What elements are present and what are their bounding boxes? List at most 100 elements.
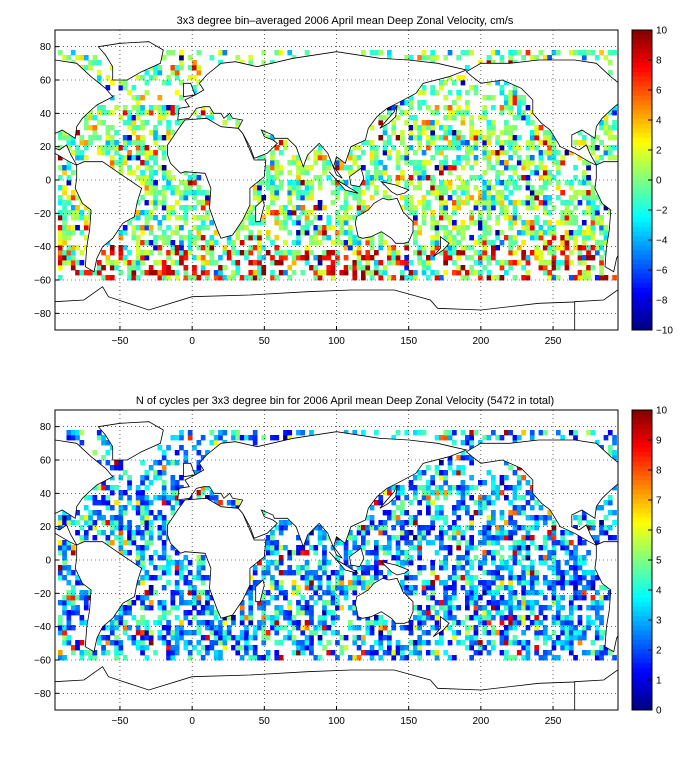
data-bin xyxy=(491,630,496,636)
data-bin xyxy=(174,490,180,496)
data-bin xyxy=(101,145,106,151)
data-bin xyxy=(261,215,267,221)
data-bin xyxy=(140,210,145,216)
data-bin xyxy=(387,490,392,496)
data-bin xyxy=(456,540,461,546)
data-bin xyxy=(586,430,591,436)
data-bin xyxy=(343,210,349,216)
data-bin xyxy=(127,495,132,501)
data-bin xyxy=(486,495,492,501)
data-bin xyxy=(512,140,518,146)
data-bin xyxy=(326,215,332,221)
data-bin xyxy=(335,235,340,241)
data-bin xyxy=(443,530,448,536)
data-bin xyxy=(339,575,345,581)
data-bin xyxy=(205,605,210,611)
data-bin xyxy=(586,265,591,271)
data-bin xyxy=(538,235,544,241)
data-bin xyxy=(508,600,513,606)
data-bin xyxy=(144,110,150,116)
data-bin xyxy=(313,230,319,236)
data-bin xyxy=(309,210,314,216)
data-bin xyxy=(434,655,440,661)
data-bin xyxy=(413,520,418,526)
data-bin xyxy=(278,570,284,576)
colorbar-segment xyxy=(632,236,652,242)
data-bin xyxy=(443,185,448,191)
data-bin xyxy=(270,160,275,166)
data-bin xyxy=(179,190,184,196)
data-bin xyxy=(504,160,509,166)
data-bin xyxy=(603,275,609,281)
data-bin xyxy=(166,125,171,131)
data-bin xyxy=(504,485,509,491)
data-bin xyxy=(174,625,180,631)
data-bin xyxy=(529,140,535,146)
data-bin xyxy=(581,175,587,181)
data-bin xyxy=(491,120,496,126)
data-bin xyxy=(322,235,327,241)
data-bin xyxy=(70,600,76,606)
data-bin xyxy=(491,555,496,561)
data-bin xyxy=(499,240,505,246)
data-bin xyxy=(335,185,340,191)
data-bin xyxy=(413,235,418,241)
data-bin xyxy=(365,625,371,631)
data-bin xyxy=(413,165,418,171)
data-bin xyxy=(369,625,375,631)
data-bin xyxy=(447,215,453,221)
data-bin xyxy=(560,215,565,221)
data-bin xyxy=(421,200,427,206)
data-bin xyxy=(287,600,293,606)
data-bin xyxy=(196,115,202,121)
data-bin xyxy=(252,580,258,586)
data-bin xyxy=(161,500,167,506)
data-bin xyxy=(235,640,241,646)
data-bin xyxy=(452,270,457,276)
colorbar-segment xyxy=(632,109,652,115)
colorbar-segment xyxy=(632,184,652,190)
data-bin xyxy=(568,215,574,221)
colorbar-segment xyxy=(632,653,652,659)
data-bin xyxy=(590,580,596,586)
data-bin xyxy=(361,650,366,656)
data-bin xyxy=(439,460,444,466)
data-bin xyxy=(322,250,327,256)
data-bin xyxy=(57,620,63,626)
data-bin xyxy=(421,210,427,216)
data-bin xyxy=(491,510,496,516)
data-bin xyxy=(322,590,327,596)
data-bin xyxy=(573,655,578,661)
data-bin xyxy=(421,125,427,131)
data-bin xyxy=(395,155,401,161)
data-bin xyxy=(581,575,587,581)
data-bin xyxy=(439,190,444,196)
data-bin xyxy=(417,100,422,106)
data-bin xyxy=(304,610,310,616)
data-bin xyxy=(348,155,353,161)
data-bin xyxy=(456,250,461,256)
data-bin xyxy=(421,90,427,96)
data-bin xyxy=(551,175,557,181)
data-bin xyxy=(114,485,119,491)
y-tick-label: 0 xyxy=(45,176,51,187)
data-bin xyxy=(296,235,301,241)
data-bin xyxy=(144,470,150,476)
data-bin xyxy=(252,655,258,661)
data-bin xyxy=(594,155,600,161)
data-bin xyxy=(330,615,336,621)
data-bin xyxy=(304,220,310,226)
colorbar-segment xyxy=(632,264,652,270)
data-bin xyxy=(183,600,189,606)
data-bin xyxy=(79,440,85,446)
data-bin xyxy=(382,195,388,201)
data-bin xyxy=(209,640,215,646)
data-bin xyxy=(547,175,552,181)
data-bin xyxy=(400,510,405,516)
data-bin xyxy=(512,170,518,176)
data-bin xyxy=(148,215,154,221)
data-bin xyxy=(335,615,340,621)
data-bin xyxy=(478,60,483,66)
data-bin xyxy=(421,100,427,106)
data-bin xyxy=(348,150,353,156)
